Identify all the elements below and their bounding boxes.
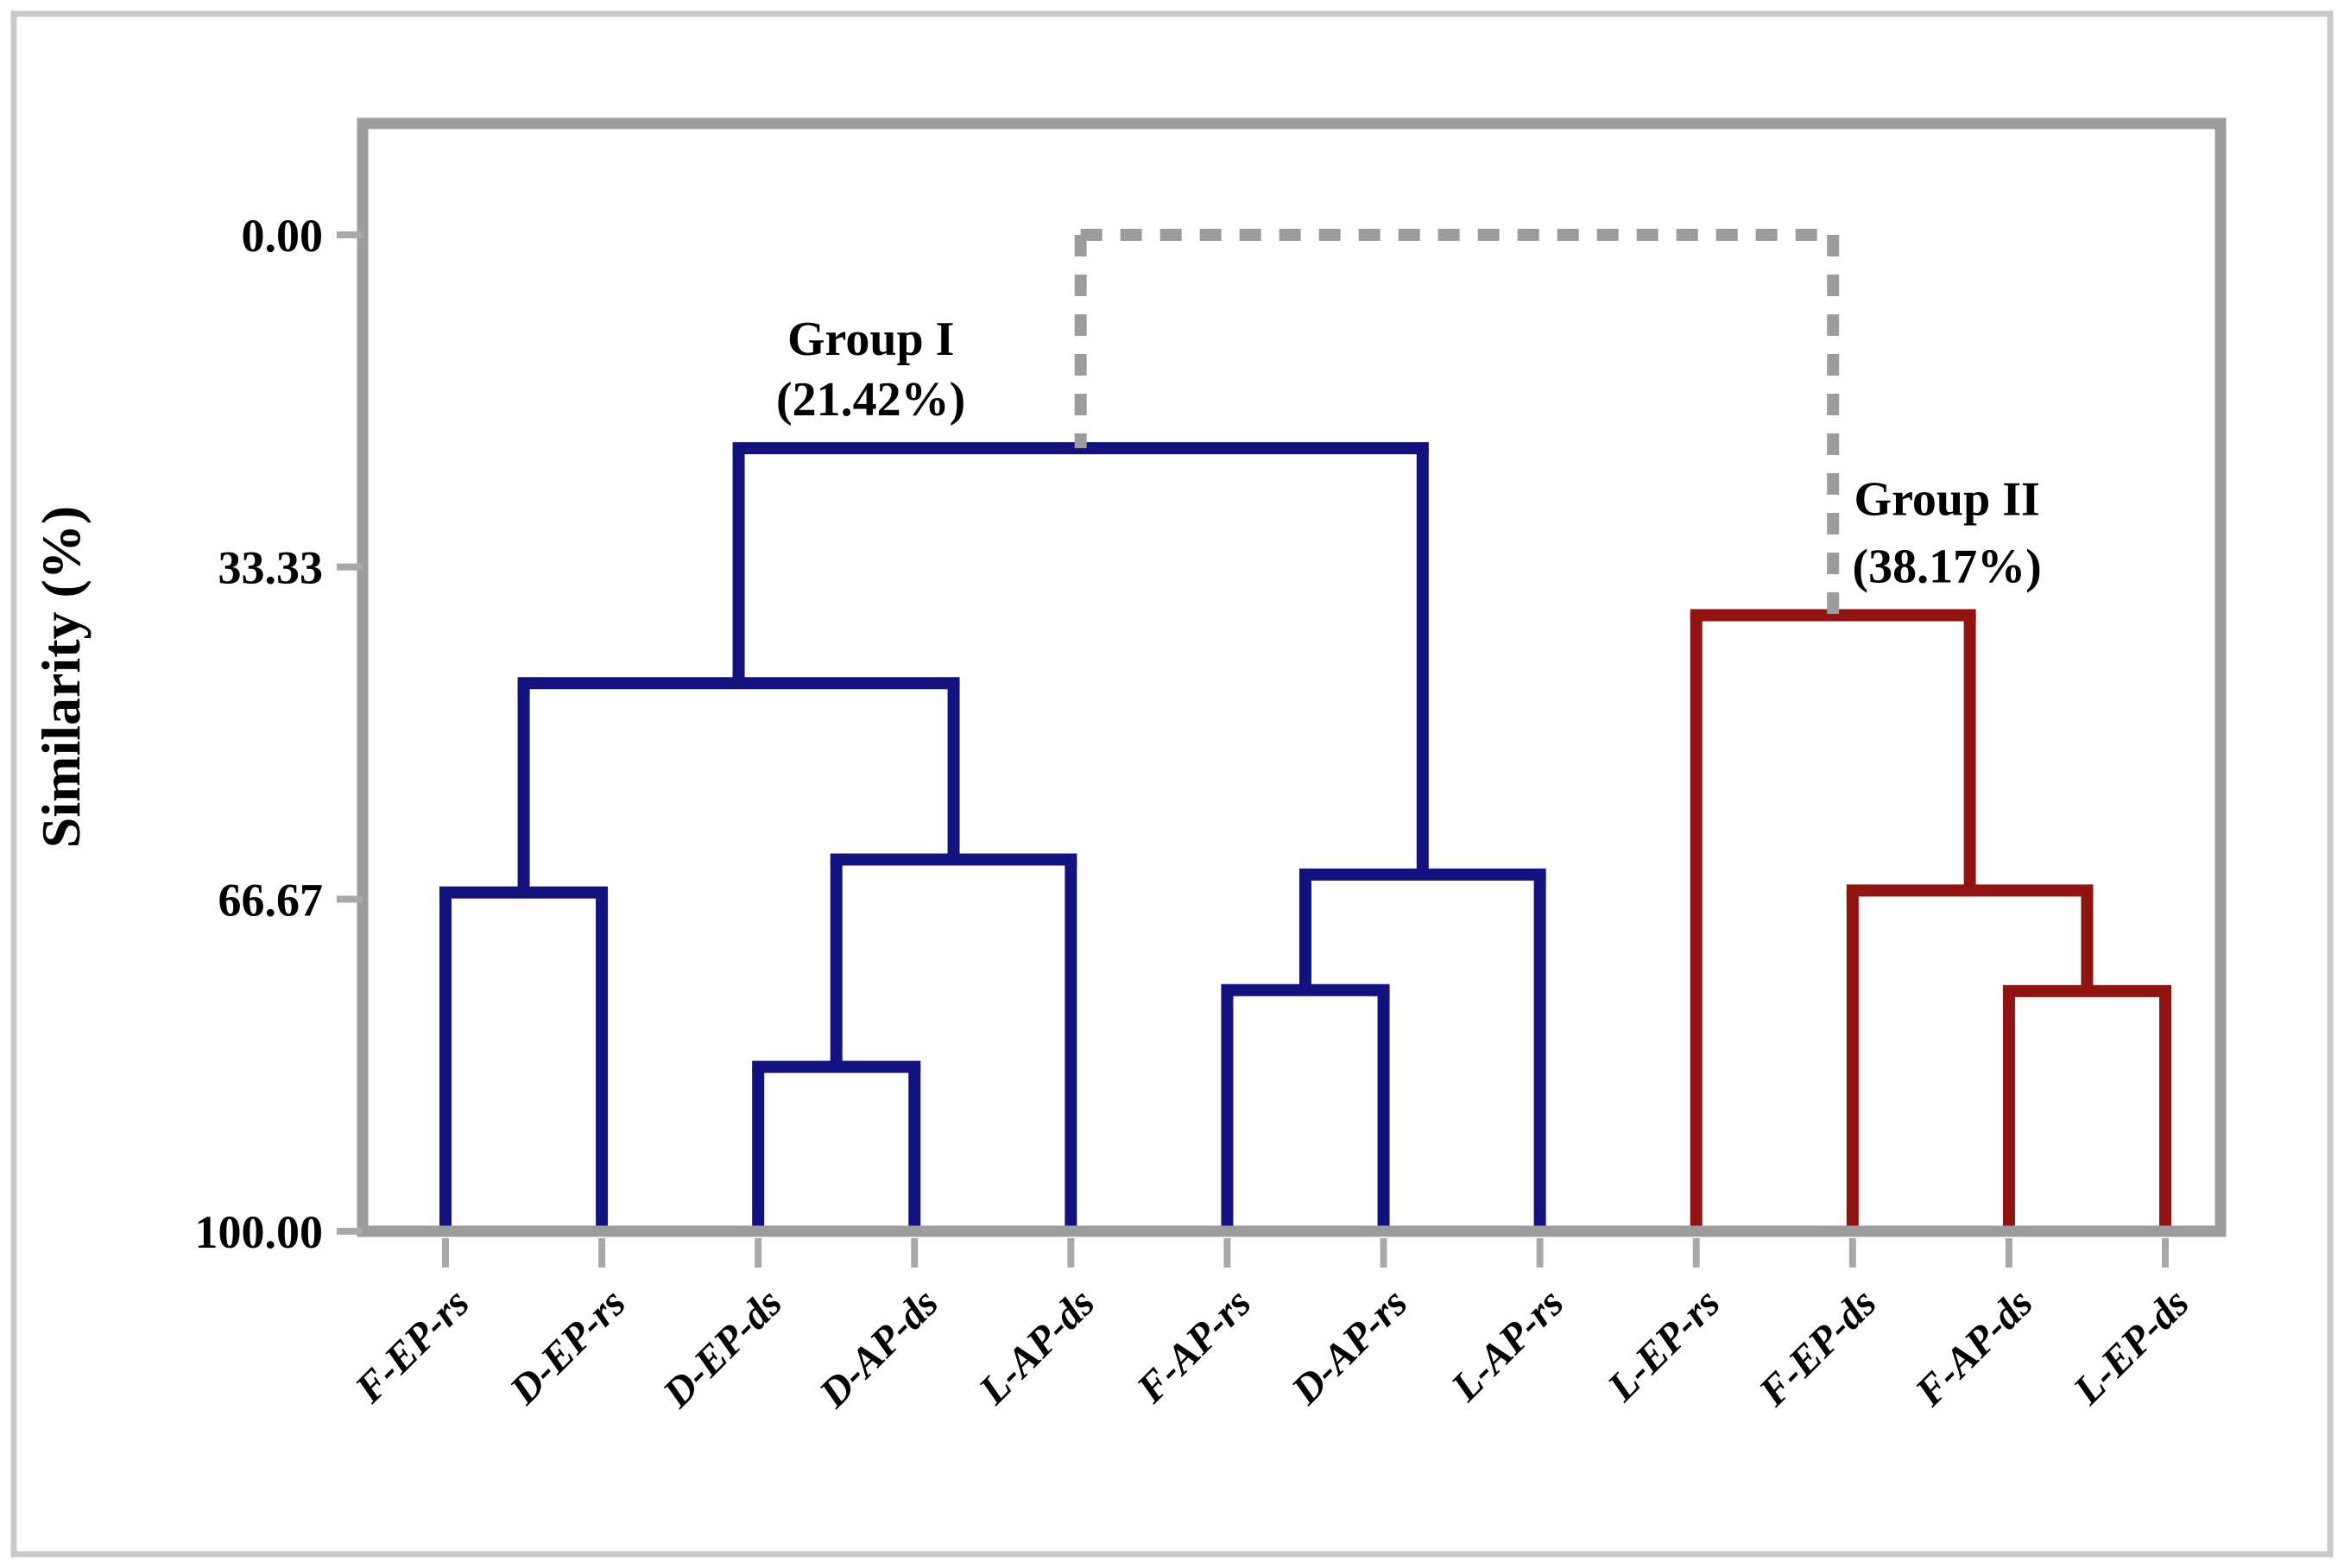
dendrogram-lines-layer [439,229,2171,1231]
group-label-percent: (21.42%) [776,373,965,427]
y-axis-title: Similarity (%) [30,506,92,848]
group-label-percent: (38.17%) [1853,540,2042,593]
y-tick-label: 33.33 [218,542,324,594]
y-tick-label: 0.00 [242,210,324,262]
figure-outer-border [10,10,2334,1558]
group-label-title: Group I [787,313,954,366]
group-label-title: Group II [1854,472,2040,526]
y-tick-label: 100.00 [195,1206,324,1258]
y-tick-label: 66.67 [218,874,324,926]
plot-frame [357,117,2227,1237]
